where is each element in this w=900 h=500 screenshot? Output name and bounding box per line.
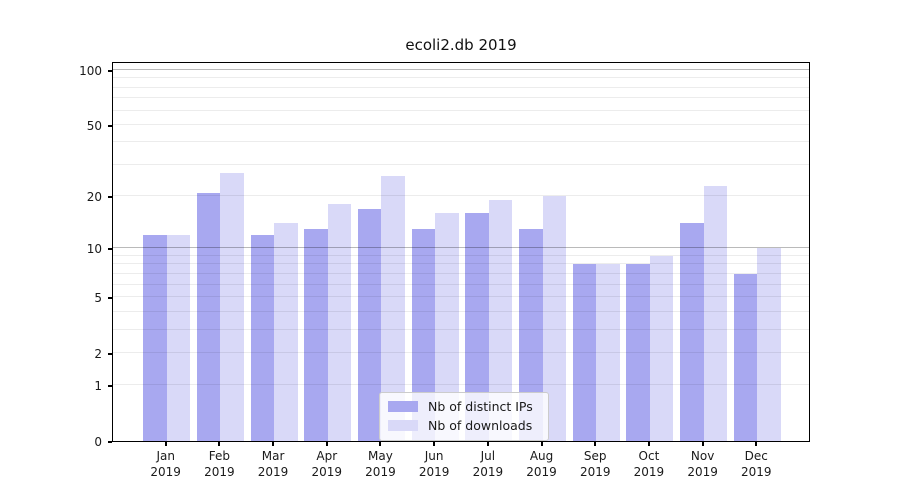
bar-jul-nb-of-distinct-ips: [465, 213, 489, 441]
x-tick-label-sep: Sep 2019: [579, 449, 611, 479]
bar-nov-nb-of-downloads: [703, 185, 728, 441]
x-tick-label-dec: Dec 2019: [741, 449, 772, 479]
legend-swatch-downloads: [388, 420, 418, 431]
legend: Nb of distinct IPs Nb of downloads: [379, 392, 549, 441]
x-tick-mark-mar: [272, 442, 275, 446]
bar-oct-nb-of-distinct-ips: [626, 264, 650, 441]
y-tick-mark-100: [108, 70, 112, 72]
bar-mar-nb-of-downloads: [274, 223, 298, 441]
bar-jul-nb-of-downloads: [488, 200, 513, 441]
y-tick-label-50: 50: [86, 118, 102, 133]
legend-swatch-distinct-ips: [388, 401, 418, 412]
y-tick-mark-2: [108, 352, 112, 355]
legend-label-distinct-ips: Nb of distinct IPs: [428, 399, 533, 414]
bar-mar-nb-of-distinct-ips: [250, 234, 275, 441]
bar-sep-nb-of-downloads: [596, 264, 620, 441]
bar-nov-nb-of-distinct-ips: [680, 223, 704, 441]
bar-aug-nb-of-distinct-ips: [519, 228, 543, 441]
bar-dec-nb-of-downloads: [757, 248, 781, 441]
bar-may-nb-of-distinct-ips: [357, 208, 382, 441]
x-tick-label-mar: Mar 2019: [257, 449, 289, 479]
x-tick-label-jul: Jul 2019: [472, 449, 504, 479]
x-tick-mark-jun: [433, 442, 436, 446]
x-tick-label-may: May 2019: [365, 449, 396, 479]
legend-row-downloads: Nb of downloads: [388, 416, 540, 435]
bar-feb-nb-of-downloads: [220, 173, 244, 441]
y-tick-mark-1: [108, 385, 112, 388]
y-tick-mark-20: [108, 196, 112, 199]
plot-area: [112, 62, 810, 442]
x-tick-label-jun: Jun 2019: [418, 449, 450, 479]
y-tick-label-1: 1: [94, 379, 102, 394]
x-tick-label-nov: Nov 2019: [687, 449, 718, 479]
y-tick-label-20: 20: [86, 190, 102, 205]
chart-title: ecoli2.db 2019: [405, 36, 517, 54]
y-tick-label-0: 0: [94, 435, 102, 449]
y-tick-label-5: 5: [94, 290, 102, 305]
y-tick-label-10: 10: [86, 242, 102, 257]
bar-dec-nb-of-distinct-ips: [733, 273, 758, 441]
x-tick-label-apr: Apr 2019: [311, 449, 343, 479]
y-tick-mark-5: [108, 296, 112, 299]
x-tick-mark-aug: [540, 442, 543, 446]
y-tick-label-2: 2: [94, 346, 102, 361]
x-tick-label-oct: Oct 2019: [633, 449, 665, 479]
bar-may-nb-of-downloads: [381, 176, 405, 441]
bar-apr-nb-of-distinct-ips: [304, 228, 328, 441]
x-tick-mark-dec: [755, 442, 758, 446]
y-tick-mark-10: [108, 248, 112, 251]
bar-aug-nb-of-downloads: [542, 196, 567, 441]
x-tick-label-jan: Jan 2019: [150, 449, 181, 479]
bar-jan-nb-of-distinct-ips: [143, 234, 167, 441]
bar-sep-nb-of-distinct-ips: [572, 264, 597, 441]
x-tick-mark-apr: [325, 442, 328, 446]
x-tick-mark-feb: [218, 442, 221, 446]
x-tick-mark-jan: [164, 442, 167, 446]
y-tick-mark-0: [108, 441, 112, 443]
bar-jun-nb-of-distinct-ips: [411, 228, 436, 441]
x-tick-mark-jul: [486, 442, 489, 446]
x-tick-label-feb: Feb 2019: [204, 449, 235, 479]
bars-layer: [113, 63, 809, 441]
y-tick-label-100: 100: [79, 64, 102, 78]
bar-apr-nb-of-downloads: [327, 204, 352, 441]
legend-row-distinct-ips: Nb of distinct IPs: [388, 397, 540, 416]
bar-jun-nb-of-downloads: [435, 213, 459, 441]
x-tick-mark-nov: [701, 442, 704, 446]
bar-oct-nb-of-downloads: [649, 255, 674, 441]
x-tick-mark-oct: [647, 442, 650, 446]
x-tick-label-aug: Aug 2019: [526, 449, 557, 479]
x-tick-mark-may: [379, 442, 382, 446]
y-tick-mark-50: [108, 124, 112, 127]
x-tick-mark-sep: [594, 442, 597, 446]
bar-jan-nb-of-downloads: [166, 234, 191, 441]
bar-feb-nb-of-distinct-ips: [196, 192, 221, 441]
legend-label-downloads: Nb of downloads: [428, 418, 533, 433]
